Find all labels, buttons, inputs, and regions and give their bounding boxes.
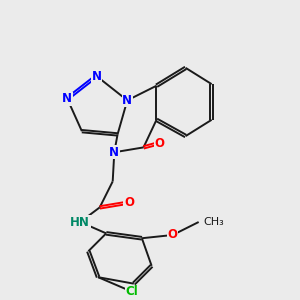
Text: Cl: Cl xyxy=(126,285,139,298)
Text: N: N xyxy=(62,92,72,105)
Text: O: O xyxy=(124,196,134,209)
Text: O: O xyxy=(154,136,165,149)
Text: O: O xyxy=(168,229,178,242)
Text: N: N xyxy=(122,94,132,107)
Text: CH₃: CH₃ xyxy=(203,217,224,227)
Text: N: N xyxy=(109,146,119,159)
Text: N: N xyxy=(92,70,101,83)
Text: HN: HN xyxy=(70,215,90,229)
